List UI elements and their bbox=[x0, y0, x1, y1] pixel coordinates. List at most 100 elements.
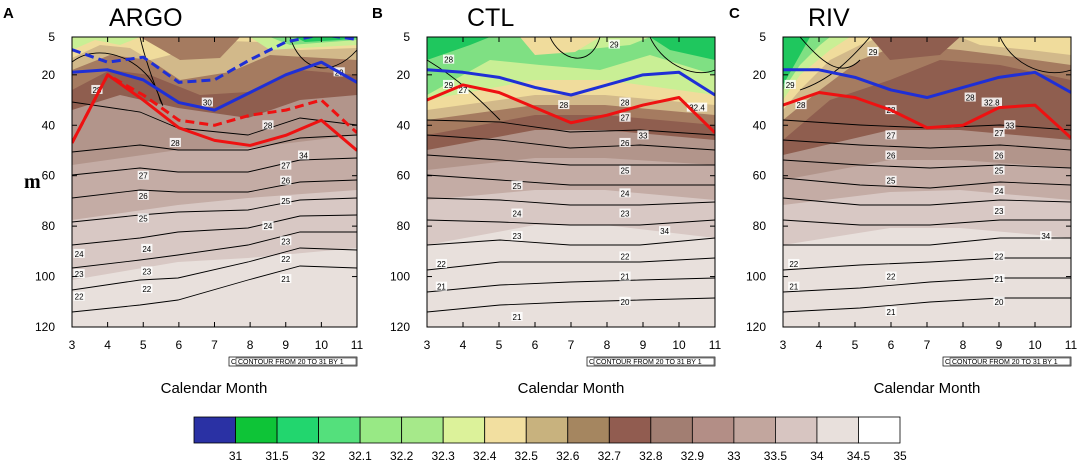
colorbar-swatch bbox=[359, 416, 403, 444]
x-tick-label: 10 bbox=[315, 338, 329, 352]
contour-label-text: 20 bbox=[995, 298, 1004, 307]
y-tick-label: 5 bbox=[403, 30, 410, 44]
x-tick-label: 8 bbox=[247, 338, 254, 352]
contour-label: 29 bbox=[784, 79, 796, 90]
contour-label: 30 bbox=[201, 97, 213, 108]
info-letter: C bbox=[589, 359, 594, 366]
contour-label-text: 26 bbox=[281, 177, 290, 186]
contour-label: 26 bbox=[993, 150, 1005, 161]
contour-label: 32.4 bbox=[686, 102, 708, 113]
contour-label: 29 bbox=[867, 47, 879, 57]
contour-label: 23 bbox=[141, 266, 153, 277]
contour-label-text: 23 bbox=[621, 210, 630, 219]
colorbar-swatch bbox=[193, 416, 236, 444]
panel-letter: C bbox=[729, 5, 740, 22]
contour-label-text: 21 bbox=[437, 283, 446, 292]
contour-label: 22 bbox=[280, 253, 292, 264]
y-tick-label: 40 bbox=[397, 118, 411, 132]
series-solid-blue bbox=[72, 60, 357, 112]
x-tick-label: 3 bbox=[780, 338, 787, 352]
info-box: C CONTOUR FROM 20 TO 31 BY 1 bbox=[942, 356, 1072, 367]
contour-label-text: 23 bbox=[281, 237, 290, 246]
x-tick-label: 9 bbox=[282, 338, 289, 352]
series-lines bbox=[72, 37, 357, 152]
contour-label-text: 28 bbox=[966, 94, 975, 103]
contour-label-text: 33 bbox=[639, 131, 648, 140]
colorbar-swatch bbox=[816, 416, 859, 444]
colorbar-label: 32.4 bbox=[473, 449, 497, 463]
x-tick-label: 10 bbox=[1028, 338, 1042, 352]
contour-label-text: 22 bbox=[75, 293, 84, 302]
contour-label-text: 32.8 bbox=[984, 99, 1000, 108]
contour-label: 29 bbox=[443, 79, 455, 90]
contour-label: 28 bbox=[169, 137, 181, 148]
colorbar-swatch bbox=[608, 416, 652, 444]
colorbar-swatch bbox=[775, 416, 818, 444]
contour-label-text: 28 bbox=[797, 101, 806, 110]
contour-label: 23 bbox=[619, 208, 631, 219]
contour-label-text: 23 bbox=[142, 268, 151, 277]
y-tick-label: 40 bbox=[42, 118, 56, 132]
info-text: CONTOUR FROM 20 TO 31 BY 1 bbox=[238, 359, 344, 366]
contour-label: 25 bbox=[619, 165, 631, 176]
panel-b: B CTL bbox=[372, 4, 722, 397]
contour-label-text: 22 bbox=[621, 252, 630, 261]
contour-label-text: 32.4 bbox=[689, 104, 705, 113]
x-tick-label: 10 bbox=[672, 338, 686, 352]
panel-letter: A bbox=[3, 5, 14, 22]
colorbar-label: 31.5 bbox=[265, 449, 289, 463]
contour-label-text: 29 bbox=[610, 41, 619, 50]
contour-label: 25 bbox=[885, 175, 897, 186]
contour-label: 23 bbox=[73, 269, 85, 279]
contour-label-text: 25 bbox=[513, 182, 522, 191]
contour-label-text: 24 bbox=[263, 222, 272, 231]
contour-label-text: 25 bbox=[281, 197, 290, 206]
colorbar-label: 33 bbox=[727, 449, 741, 463]
y-tick-label: 120 bbox=[746, 320, 766, 334]
y-tick-label: 80 bbox=[42, 219, 56, 233]
colorbar-label: 32.1 bbox=[348, 449, 372, 463]
contour-label-text: 22 bbox=[995, 252, 1004, 261]
contour-label: 33 bbox=[637, 130, 649, 140]
colorbar-swatch bbox=[442, 416, 486, 444]
x-tick-label: 6 bbox=[888, 338, 895, 352]
x-tick-label: 5 bbox=[852, 338, 859, 352]
colorbar-swatch bbox=[276, 416, 319, 444]
contour-label: 25 bbox=[511, 180, 523, 191]
contour-label-text: 27 bbox=[887, 131, 896, 140]
colorbar-swatch bbox=[733, 416, 776, 444]
contour-label-text: 22 bbox=[437, 260, 446, 269]
contour-label-text: 22 bbox=[281, 255, 290, 264]
y-tick-label: 120 bbox=[35, 320, 55, 334]
contour-label: 22 bbox=[73, 291, 85, 302]
x-tick-label: 8 bbox=[604, 338, 611, 352]
series-lines bbox=[427, 68, 715, 134]
colorbar: 31 31.5 32 32.1 32.2 32.3 32.4 32.5 32.6 32.7 32.8… bbox=[193, 416, 907, 463]
contour-label: 22 bbox=[993, 251, 1005, 261]
contour-label-text: 25 bbox=[995, 167, 1004, 176]
contour-label-text: 21 bbox=[281, 275, 290, 284]
contour-label: 22 bbox=[619, 251, 631, 261]
contour-label-text: 24 bbox=[621, 189, 630, 198]
contour-label-text: 28 bbox=[444, 56, 453, 65]
contour-label: 24 bbox=[141, 243, 153, 254]
contour-label-text: 22 bbox=[142, 285, 151, 294]
contour-label-text: 34 bbox=[1041, 232, 1050, 241]
contour-label: 26 bbox=[280, 175, 292, 186]
contour-labels: 29 28 29 27 28 28 32.4 27 33 26 25 25 24 24 23 34 23 22 22… bbox=[435, 39, 708, 322]
info-letter: C bbox=[945, 359, 950, 366]
contour-label-text: 27 bbox=[995, 129, 1004, 138]
x-tick-label: 8 bbox=[960, 338, 967, 352]
contour-label-text: 28 bbox=[263, 121, 272, 130]
contour-label: 28 bbox=[795, 100, 807, 110]
x-tick-label: 3 bbox=[424, 338, 431, 352]
y-tick-label: 20 bbox=[42, 68, 56, 82]
contour-label: 25 bbox=[137, 213, 149, 224]
contour-label: 24 bbox=[993, 185, 1005, 196]
contour-label: 32.8 bbox=[981, 97, 1002, 108]
contour-label-text: 34 bbox=[299, 152, 308, 161]
